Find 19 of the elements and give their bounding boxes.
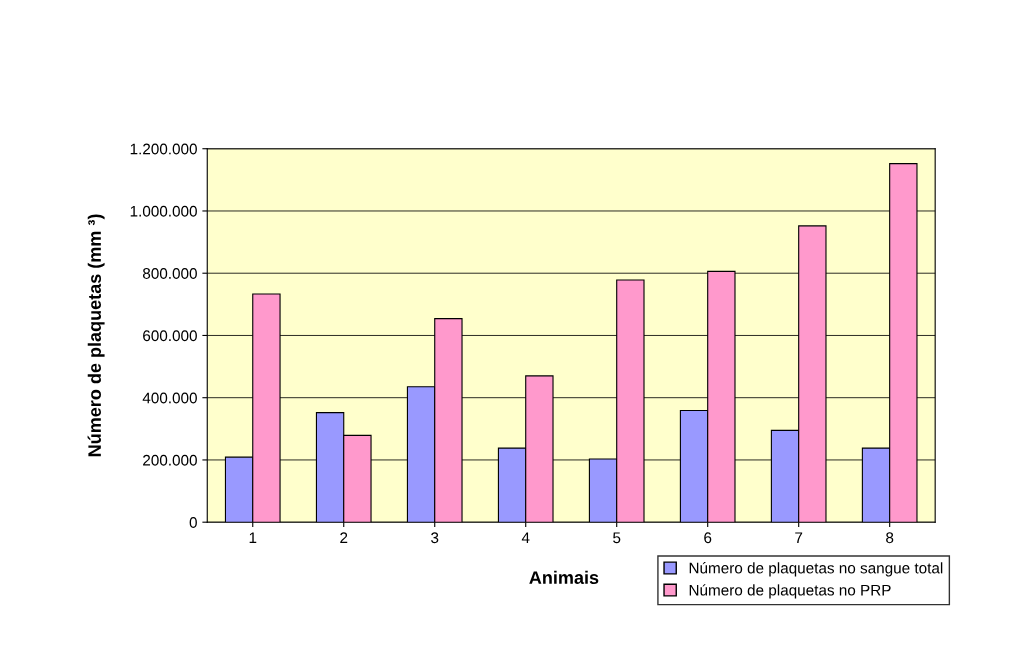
y-axis-title: Número de plaquetas (mm ³)	[87, 214, 105, 457]
x-tick-label: 3	[431, 532, 439, 544]
y-tick-label: 800.000	[142, 268, 197, 279]
y-tick-label: 0	[189, 517, 197, 528]
y-tick-label: 600.000	[143, 330, 197, 342]
x-tick-label: 2	[340, 532, 348, 543]
x-tick-label: 4	[521, 532, 530, 543]
y-tick-label: 1.200.000	[130, 143, 197, 155]
y-tick-label: 1.000.000	[130, 205, 197, 217]
legend-label: Número de plaquetas no PRP	[689, 584, 891, 599]
y-tick-label: 200.000	[143, 454, 197, 466]
x-tick-label: 5	[613, 532, 621, 544]
legend-label: Número de plaquetas no sangue total	[689, 562, 943, 577]
x-tick-label: 6	[704, 532, 712, 544]
x-tick-label: 7	[795, 532, 803, 543]
x-tick-label: 8	[886, 532, 894, 544]
x-tick-label: 1	[249, 532, 257, 543]
y-tick-label: 400.000	[142, 392, 197, 404]
x-axis-title: Animais	[529, 570, 599, 584]
